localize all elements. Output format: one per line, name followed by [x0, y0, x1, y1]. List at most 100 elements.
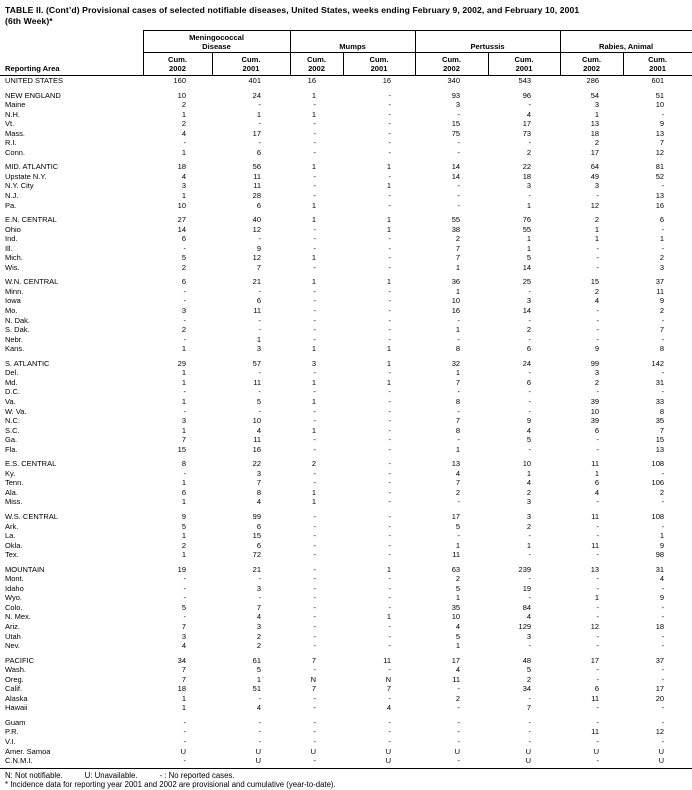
- cell-value: U: [525, 746, 532, 756]
- cell-value: 40: [252, 215, 262, 225]
- table-row: N.J. 1 28 - - - - - 13: [0, 191, 692, 201]
- table-title: TABLE II. (Cont’d) Provisional cases of …: [0, 5, 692, 30]
- cell-value: 12: [590, 621, 600, 631]
- cell-value: -: [457, 703, 461, 713]
- cell-value: -: [313, 665, 317, 675]
- cell-value: 37: [655, 655, 665, 665]
- table-row: UNITED STATES 160 401 16 16 340 543 286 601: [0, 76, 692, 86]
- cell-value: 63: [451, 564, 461, 574]
- cell-value: -: [313, 703, 317, 713]
- legend-line: N: Not notifiable. U: Unavailable. - : No …: [5, 771, 692, 781]
- cell-value: 1: [181, 425, 186, 435]
- row-area-label: La.: [5, 531, 16, 541]
- cell-value: 1: [659, 234, 665, 244]
- table-row: La. 1 15 - - - - - 1: [0, 531, 692, 541]
- cell-value: -: [313, 444, 317, 454]
- row-area-label: Tenn.: [5, 478, 24, 488]
- cell-value: -: [313, 435, 317, 445]
- cell-value: 2: [181, 262, 186, 272]
- row-area-label: Mont.: [5, 574, 24, 584]
- cell-value: 11: [253, 435, 262, 445]
- table-row: Iowa - 6 - - 10 3 4 9: [0, 296, 692, 306]
- cell-value: 1: [181, 497, 186, 507]
- cell-value: -: [388, 497, 392, 507]
- cell-value: 1: [386, 162, 392, 172]
- cell-value: -: [457, 737, 461, 746]
- cell-value: 1: [311, 200, 317, 210]
- cell-value: 14: [177, 224, 186, 234]
- table-row: Tenn. 1 7 - - 7 4 6 106: [0, 478, 692, 488]
- cell-value: -: [596, 262, 600, 272]
- col-header-pertussis-cum-2002: Cum. 2002: [414, 52, 489, 76]
- table-row: Nebr. - 1 - - - - - -: [0, 335, 692, 345]
- row-area-label: Mo.: [5, 306, 18, 316]
- cell-value: 10: [252, 416, 262, 426]
- cell-value: 5: [526, 253, 532, 263]
- cell-value: 1: [386, 224, 392, 234]
- cell-value: 2: [526, 674, 532, 684]
- row-area-label: E.S. CENTRAL: [5, 459, 57, 469]
- cell-value: -: [258, 693, 262, 703]
- cell-value: 13: [655, 128, 665, 138]
- cell-value: -: [661, 717, 665, 727]
- row-area-label: Mass.: [5, 128, 26, 138]
- cell-value: 5: [181, 253, 186, 263]
- cell-value: -: [258, 406, 262, 416]
- cell-value: 3: [526, 631, 532, 641]
- cell-value: -: [388, 511, 392, 521]
- cell-value: 4: [455, 621, 461, 631]
- row-area-label: Mich.: [5, 253, 23, 263]
- cell-value: 6: [594, 684, 600, 694]
- cell-value: 1: [311, 90, 317, 100]
- table-row: NEW ENGLAND 10 24 1 - 93 96 54 51: [0, 91, 692, 101]
- cell-value: 14: [451, 162, 461, 172]
- cell-value: 3: [526, 511, 532, 521]
- cell-value: 6: [181, 234, 186, 244]
- row-area-label: Okla.: [5, 540, 23, 550]
- cell-value: -: [183, 756, 187, 766]
- cell-value: -: [313, 727, 317, 737]
- cell-value: 3: [256, 344, 262, 354]
- cell-value: -: [457, 109, 461, 119]
- table-row: Va. 1 5 1 - 8 - 39 33: [0, 397, 692, 407]
- cell-value: 2: [659, 253, 665, 263]
- cell-value: 39: [590, 416, 600, 426]
- table-row: Upstate N.Y. 4 11 - - 14 18 49 52: [0, 172, 692, 182]
- cell-value: -: [258, 315, 262, 325]
- cell-value: 2: [594, 286, 600, 296]
- cell-value: -: [313, 138, 317, 148]
- row-area-label: MID. ATLANTIC: [5, 162, 59, 172]
- cell-value: 1: [311, 277, 317, 287]
- cell-value: 7: [659, 138, 665, 148]
- cell-value: -: [313, 511, 317, 521]
- row-area-label: MOUNTAIN: [5, 564, 45, 574]
- cell-value: 17: [522, 119, 532, 129]
- cell-value: 22: [522, 162, 532, 172]
- cell-value: U: [658, 756, 665, 766]
- cell-value: -: [258, 368, 262, 378]
- row-area-label: P.R.: [5, 727, 19, 737]
- group-header-meningococcal-disease: Meningococcal Disease: [142, 30, 291, 53]
- cell-value: -: [183, 727, 187, 737]
- table-row: Fla. 15 16 - - 1 - - 13: [0, 445, 692, 455]
- cell-value: 1: [311, 162, 317, 172]
- cell-value: 57: [252, 358, 262, 368]
- cell-value: 239: [518, 564, 532, 574]
- cell-value: -: [388, 487, 392, 497]
- cell-value: 12: [655, 147, 665, 157]
- table-row: Calif. 18 51 7 7 - 34 6 17: [0, 684, 692, 694]
- cell-value: -: [596, 387, 600, 397]
- cell-value: 7: [386, 684, 392, 694]
- cell-value: 18: [655, 621, 665, 631]
- cell-value: 10: [522, 459, 532, 469]
- cell-value: -: [388, 641, 392, 651]
- cell-value: 6: [594, 425, 600, 435]
- cell-value: 18: [177, 162, 186, 172]
- cell-value: 18: [522, 171, 532, 181]
- cell-value: 7: [526, 703, 532, 713]
- cell-value: 11: [656, 286, 665, 296]
- cell-value: -: [313, 191, 317, 201]
- table-row: P.R. - - - - - - 11 12: [0, 727, 692, 737]
- cell-value: -: [313, 593, 317, 603]
- cell-value: -: [388, 119, 392, 129]
